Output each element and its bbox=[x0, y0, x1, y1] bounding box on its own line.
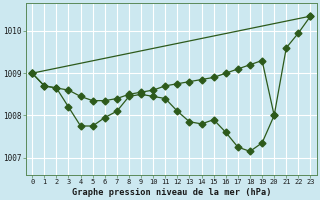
X-axis label: Graphe pression niveau de la mer (hPa): Graphe pression niveau de la mer (hPa) bbox=[72, 188, 271, 197]
